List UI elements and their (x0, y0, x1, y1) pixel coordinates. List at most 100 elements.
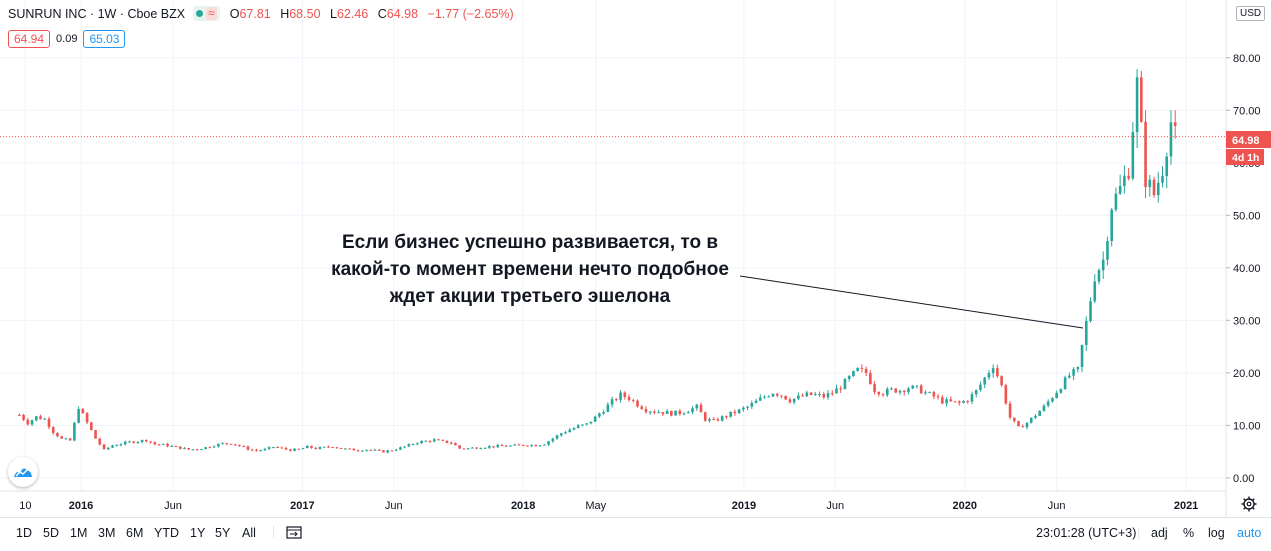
candle-body (936, 396, 940, 398)
candle-body (1025, 422, 1029, 428)
x-tick-label: Jun (1048, 500, 1066, 512)
timeframe-all[interactable]: All (242, 526, 256, 540)
candle-body (428, 440, 432, 442)
timeframe-3m[interactable]: 3M (98, 526, 116, 540)
candle-body (898, 390, 902, 393)
low-label: L (330, 6, 337, 21)
bottom-toolbar: 1D 5D 1M 3M 6M YTD 1Y 5Y All | 23:01:28 … (0, 517, 1271, 547)
log-toggle[interactable]: log (1208, 526, 1225, 540)
candle-body (26, 419, 30, 425)
auto-toggle[interactable]: auto (1237, 526, 1262, 540)
candle-body (987, 373, 991, 378)
x-tick-label: Jun (826, 500, 844, 512)
candle-body (259, 450, 262, 452)
candle-body (911, 385, 914, 389)
candle-body (716, 419, 720, 421)
settings-gear-icon[interactable] (1241, 496, 1257, 512)
candle-body (233, 444, 237, 446)
timeframe-5d[interactable]: 5D (43, 526, 59, 540)
candle-body (784, 395, 787, 400)
candle-body (962, 401, 965, 403)
tradingview-logo-icon[interactable] (8, 457, 38, 487)
candle-body (725, 416, 728, 418)
candle-body (708, 419, 711, 421)
time-axis-ticks: 10 2016 Jun 2017 Jun 2018 May 2019 Jun 2020 Jun 202… (19, 500, 1198, 512)
timeframe-ytd[interactable]: YTD (154, 526, 179, 540)
symbol-title[interactable]: SUNRUN INC · 1W · Cboe BZX (8, 6, 186, 21)
sell-price-button[interactable]: 64.94 (8, 30, 51, 48)
candle-body (314, 447, 318, 450)
timeframe-1m[interactable]: 1M (70, 526, 88, 540)
buy-price-button[interactable]: 65.03 (83, 30, 126, 48)
candle-body (547, 441, 550, 445)
currency-badge[interactable]: USD (1236, 6, 1266, 21)
candle-body (640, 406, 644, 410)
candle-body (1097, 270, 1101, 282)
timeframe-5y[interactable]: 5Y (215, 526, 231, 540)
candle-body (390, 450, 394, 452)
y-tick-label: 20.00 (1233, 368, 1261, 380)
toolbar-divider: | (272, 524, 276, 538)
candle-body (966, 401, 970, 403)
timeframe-6m[interactable]: 6M (126, 526, 144, 540)
candle-body (441, 439, 445, 441)
y-tick-label: 50.00 (1233, 210, 1261, 222)
candle-body (51, 427, 55, 433)
candle-body (780, 395, 783, 397)
candle-body (1068, 375, 1071, 378)
candle-body (991, 368, 995, 374)
candle-body (162, 443, 165, 445)
candle-body (746, 406, 749, 408)
spread-value: 0.09 (56, 33, 78, 45)
timeframe-1d[interactable]: 1D (16, 526, 32, 540)
candle-body (34, 416, 38, 421)
candle-body (648, 411, 652, 413)
candle-body (801, 395, 804, 397)
candle-body (305, 445, 309, 449)
candle-body (301, 448, 305, 450)
candle-body (983, 377, 986, 385)
candle-body (466, 448, 470, 450)
candle-body (1093, 281, 1097, 302)
candle-body (593, 416, 597, 422)
candle-body (382, 450, 385, 453)
candle-body (970, 394, 974, 402)
candle-body (462, 448, 466, 450)
clock-timezone[interactable]: 23:01:28 (UTC+3) (1036, 526, 1137, 540)
candle-body (703, 412, 707, 421)
price-axis-bg[interactable] (1226, 0, 1271, 517)
candle-body (1127, 175, 1130, 179)
bid-ask-box: 64.94 0.09 65.03 (8, 30, 126, 48)
candle-body (445, 440, 449, 443)
x-tick-label: 10 (19, 500, 31, 512)
annotation-arrow-line (739, 275, 1084, 329)
candle-body (458, 445, 461, 449)
candle-body (483, 447, 487, 449)
candle-body (949, 399, 953, 402)
candle-body (208, 447, 212, 449)
candle-body (399, 447, 402, 450)
date-range-calendar-icon[interactable] (286, 525, 302, 542)
candle-body (102, 444, 106, 450)
candle-body (365, 449, 368, 451)
candle-body (344, 448, 347, 450)
adj-toggle[interactable]: adj (1151, 526, 1168, 540)
candle-body (1076, 366, 1080, 370)
candle-body (140, 439, 144, 442)
candle-body (1101, 259, 1105, 271)
timeframe-1y[interactable]: 1Y (190, 526, 206, 540)
candle-body (204, 447, 207, 449)
candle-body (695, 404, 699, 409)
percent-toggle[interactable]: % (1183, 526, 1195, 540)
candle-body (195, 449, 199, 451)
y-tick-label: 10.00 (1233, 420, 1261, 432)
candle-body (187, 448, 191, 450)
candle-body (60, 436, 63, 439)
candle-body (687, 412, 690, 414)
candle-body (653, 411, 656, 413)
candle-body (416, 443, 419, 445)
status-indicators[interactable]: ≈ (193, 6, 220, 21)
candle-body (284, 447, 288, 450)
